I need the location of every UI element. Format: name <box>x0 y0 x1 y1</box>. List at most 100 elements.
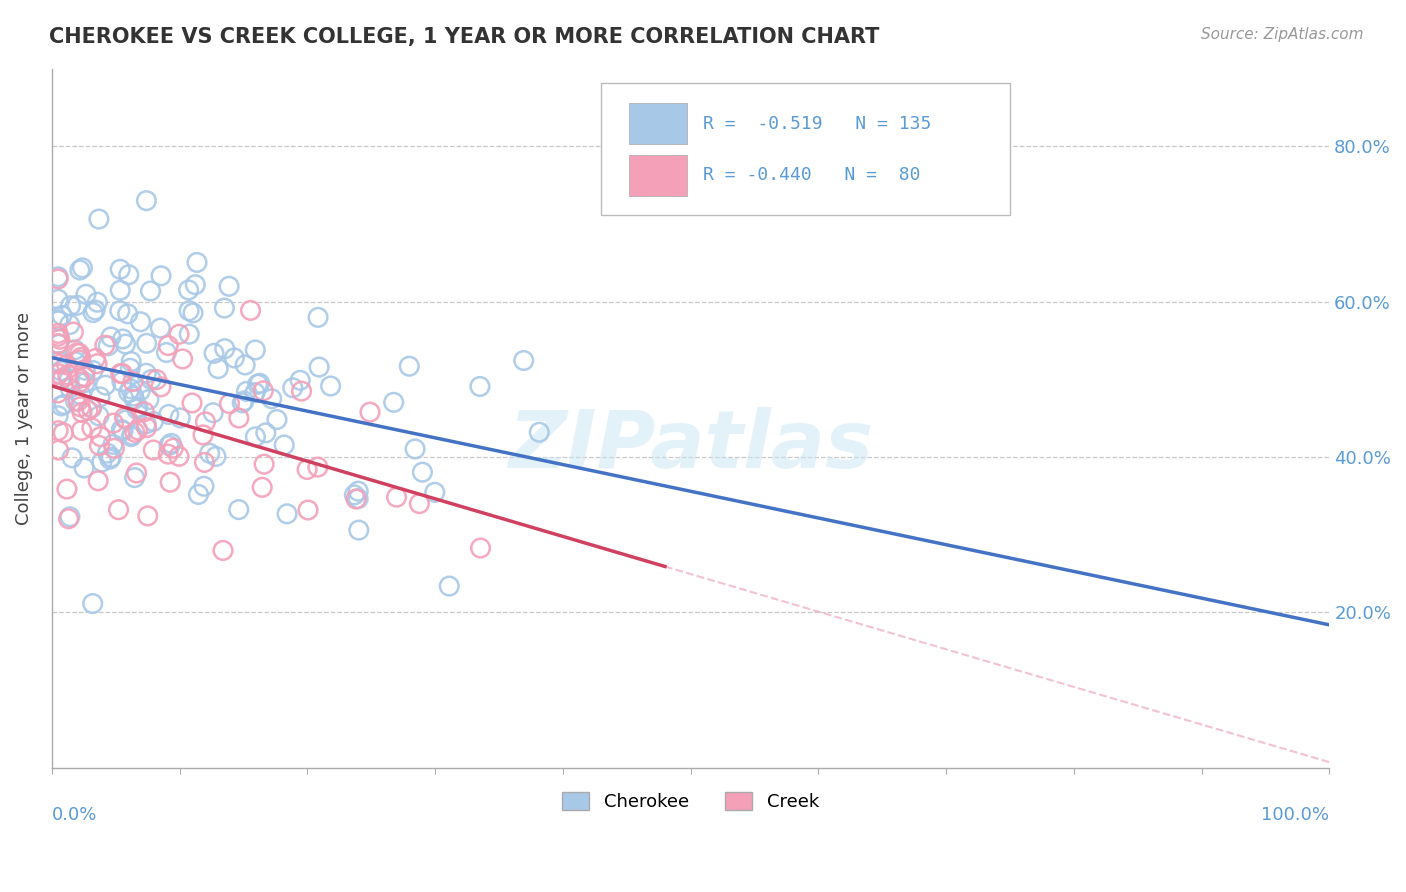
Point <box>184 277 207 292</box>
Point <box>94 378 117 392</box>
Point <box>142 415 165 429</box>
Point <box>124 470 146 484</box>
Point <box>72 260 94 275</box>
Point <box>117 385 139 400</box>
Point <box>398 359 420 374</box>
Point <box>101 437 124 451</box>
Point <box>58 372 80 386</box>
Point <box>136 508 159 523</box>
Point <box>191 428 214 442</box>
Point <box>157 408 180 422</box>
Point <box>468 379 491 393</box>
Point <box>69 351 91 365</box>
Point <box>111 375 134 389</box>
Point <box>129 315 152 329</box>
Point <box>233 393 256 408</box>
Point <box>193 455 215 469</box>
Point <box>239 303 262 318</box>
Point <box>48 357 70 371</box>
Point <box>46 313 69 327</box>
Point <box>108 303 131 318</box>
Point <box>49 372 72 386</box>
Point <box>194 415 217 429</box>
Point <box>52 425 75 440</box>
Point <box>84 351 107 366</box>
Point <box>115 413 138 427</box>
Point <box>138 392 160 407</box>
Point <box>122 392 145 407</box>
Point <box>98 452 121 467</box>
Point <box>46 386 69 401</box>
Point <box>319 379 342 393</box>
Point <box>48 367 70 381</box>
Point <box>46 424 69 438</box>
Point <box>89 390 111 404</box>
Point <box>149 380 172 394</box>
Point <box>96 446 118 460</box>
Point <box>167 450 190 464</box>
Point <box>111 332 134 346</box>
Point <box>224 351 246 365</box>
Point <box>122 375 145 389</box>
Point <box>218 279 240 293</box>
Point <box>46 409 69 423</box>
Point <box>48 354 70 368</box>
Point <box>75 287 97 301</box>
Point <box>359 405 381 419</box>
FancyBboxPatch shape <box>602 82 1010 215</box>
Point <box>231 396 253 410</box>
Point <box>49 332 72 346</box>
Point <box>260 392 283 406</box>
Point <box>75 363 97 377</box>
Point <box>110 283 132 297</box>
Point <box>82 597 104 611</box>
Point <box>245 430 267 444</box>
Point <box>89 438 111 452</box>
Text: 100.0%: 100.0% <box>1261 806 1329 824</box>
Point <box>254 425 277 440</box>
Point <box>179 327 201 342</box>
Point <box>186 255 208 269</box>
Point <box>46 329 69 343</box>
Point <box>135 417 157 431</box>
Point <box>94 338 117 352</box>
Point <box>58 512 80 526</box>
Point <box>65 394 87 409</box>
Point <box>347 523 370 537</box>
Point <box>51 399 73 413</box>
Point <box>55 358 77 372</box>
Point <box>135 336 157 351</box>
Point <box>290 384 312 398</box>
Point <box>65 354 87 368</box>
Point <box>46 292 69 306</box>
Point <box>80 401 103 415</box>
Point <box>290 373 312 387</box>
Point <box>69 375 91 389</box>
Point <box>246 377 269 392</box>
Point <box>70 423 93 437</box>
Point <box>110 367 132 381</box>
Point <box>529 425 551 440</box>
Point <box>124 425 146 440</box>
Point <box>59 509 82 524</box>
Point <box>281 381 304 395</box>
Point <box>266 412 288 426</box>
Text: Source: ZipAtlas.com: Source: ZipAtlas.com <box>1201 27 1364 42</box>
Point <box>80 421 103 435</box>
Point <box>89 430 111 444</box>
Point <box>187 487 209 501</box>
Point <box>73 461 96 475</box>
Point <box>177 283 200 297</box>
Point <box>100 330 122 344</box>
Point <box>117 307 139 321</box>
Point <box>233 358 256 372</box>
Point <box>90 455 112 469</box>
Point <box>129 384 152 398</box>
Point <box>73 370 96 384</box>
Point <box>51 309 73 323</box>
Point <box>167 327 190 342</box>
Point <box>46 326 69 341</box>
Point <box>160 436 183 450</box>
Point <box>245 343 267 357</box>
FancyBboxPatch shape <box>630 155 686 195</box>
